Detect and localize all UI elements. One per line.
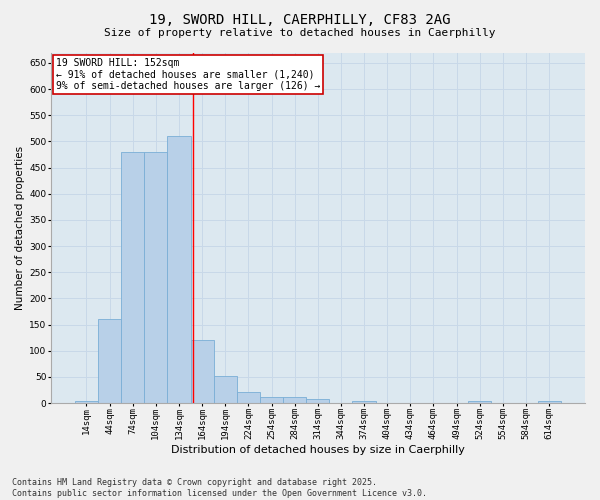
Bar	[306, 399, 329, 403]
Bar	[144, 152, 167, 403]
Bar	[237, 392, 260, 403]
Bar	[283, 396, 306, 403]
Text: Contains HM Land Registry data © Crown copyright and database right 2025.
Contai: Contains HM Land Registry data © Crown c…	[12, 478, 427, 498]
Bar	[352, 401, 376, 403]
Text: 19, SWORD HILL, CAERPHILLY, CF83 2AG: 19, SWORD HILL, CAERPHILLY, CF83 2AG	[149, 12, 451, 26]
Y-axis label: Number of detached properties: Number of detached properties	[15, 146, 25, 310]
Bar	[468, 401, 491, 403]
Bar	[98, 320, 121, 403]
Bar	[121, 152, 144, 403]
Bar	[75, 402, 98, 403]
Bar	[538, 402, 561, 403]
Bar	[191, 340, 214, 403]
X-axis label: Distribution of detached houses by size in Caerphilly: Distribution of detached houses by size …	[171, 445, 465, 455]
Bar	[167, 136, 191, 403]
Bar	[260, 396, 283, 403]
Text: 19 SWORD HILL: 152sqm
← 91% of detached houses are smaller (1,240)
9% of semi-de: 19 SWORD HILL: 152sqm ← 91% of detached …	[56, 58, 320, 91]
Bar	[214, 376, 237, 403]
Text: Size of property relative to detached houses in Caerphilly: Size of property relative to detached ho…	[104, 28, 496, 38]
